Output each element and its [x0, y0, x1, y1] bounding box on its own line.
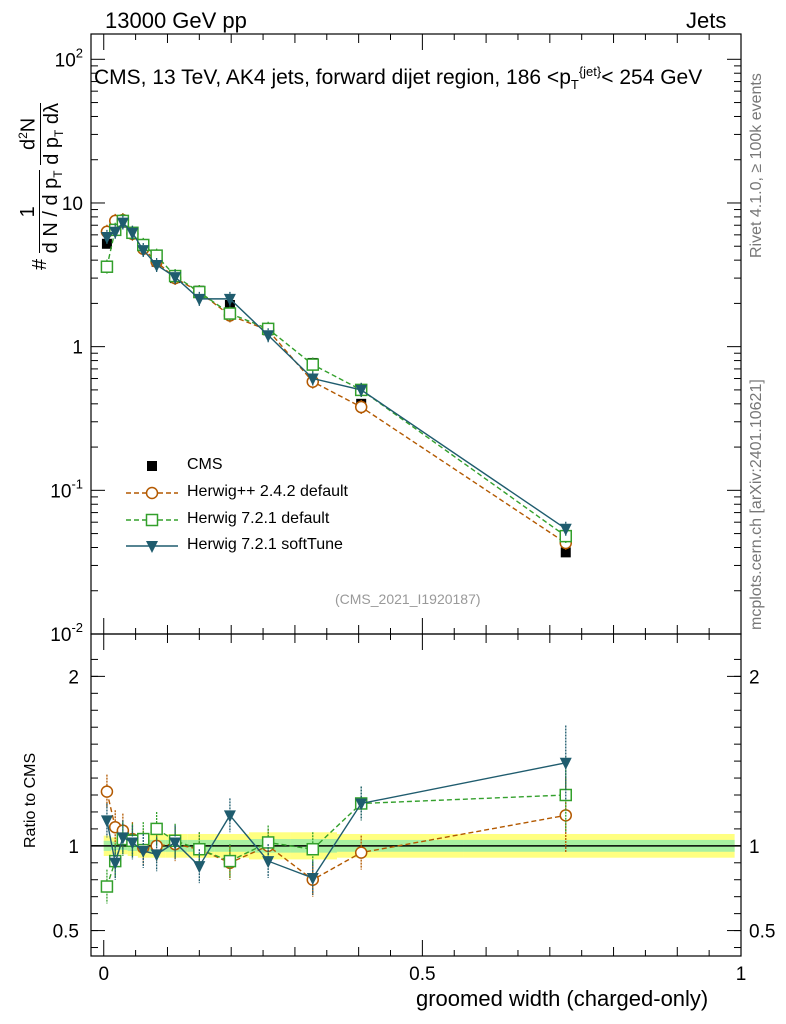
ratio-data-point	[559, 757, 572, 770]
legend-label-herwig721-default: Herwig 7.2.1 default	[187, 510, 330, 527]
legend-marker	[145, 513, 159, 527]
main-data-point	[262, 330, 275, 343]
main-y-tick-label: 10-2	[50, 620, 83, 646]
ratio-y-tick-label-right: 0.5	[749, 922, 775, 943]
ratio-data-point	[262, 856, 275, 869]
analysis-tag: (CMS_2021_I1920187)	[335, 591, 481, 607]
main-data-point	[100, 231, 113, 244]
ratio-data-point	[223, 810, 236, 823]
main-y-tick-label: 1	[72, 338, 83, 359]
ratio-y-tick-label: 2	[68, 667, 79, 688]
ratio-y-tick-label: 1	[68, 837, 79, 858]
main-data-point	[223, 307, 237, 320]
main-data-point	[169, 272, 182, 285]
main-y-tick-label: 10	[62, 194, 83, 215]
main-y-tick-label: 102	[55, 45, 83, 71]
ratio-data-point	[100, 815, 113, 828]
legend-label-herwig721-softtune: Herwig 7.2.1 softTune	[187, 536, 343, 553]
legend-marker	[146, 541, 158, 553]
main-data-point	[193, 293, 206, 306]
x-tick-label: 0	[98, 964, 109, 985]
main-data-point	[109, 226, 122, 239]
main-data-point	[116, 217, 129, 230]
ratio-data-point	[116, 832, 129, 845]
ratio-y-tick-label: 0.5	[53, 922, 79, 943]
ratio-data-point	[126, 837, 139, 850]
x-tick-label: 0.5	[409, 964, 435, 985]
main-data-point	[560, 547, 571, 558]
main-data-point	[223, 293, 236, 306]
ratio-data-point	[193, 861, 206, 874]
legend: CMS Herwig++ 2.4.2 default Herwig 7.2.1 …	[125, 456, 395, 564]
legend-marker	[147, 461, 157, 471]
main-y-tick-label: 10-1	[50, 476, 83, 502]
ratio-data-point	[137, 845, 150, 858]
ratio-data-point	[223, 854, 237, 868]
ratio-plot-frame	[90, 633, 742, 957]
ratio-data-point	[169, 837, 182, 850]
main-data-point	[355, 384, 368, 397]
main-data-point	[137, 245, 150, 258]
legend-label-herwigpp: Herwig++ 2.4.2 default	[187, 483, 348, 500]
plot-title-main: CMS, 13 TeV, AK4 jets, forward dijet reg…	[94, 66, 571, 89]
ratio-data-point	[261, 836, 275, 849]
ratio-data-point	[150, 822, 163, 836]
x-axis-title: groomed width (charged-only)	[416, 986, 709, 1011]
main-series-line	[106, 219, 567, 537]
main-data-point	[306, 358, 320, 371]
ratio-data-point	[150, 849, 163, 862]
ratio-y-tick-label-right: 1	[749, 837, 760, 858]
ratio-y-tick-label-right: 2	[749, 667, 760, 688]
main-data-point	[150, 260, 163, 273]
main-data-point	[100, 260, 114, 273]
plot-title: CMS, 13 TeV, AK4 jets, forward dijet reg…	[94, 64, 703, 93]
ratio-data-point	[109, 857, 122, 870]
ratio-data-point	[354, 846, 368, 859]
legend-label-cms: CMS	[187, 456, 223, 473]
x-tick-label: 1	[736, 964, 747, 985]
category-label: Jets	[686, 8, 727, 33]
main-series-line	[106, 221, 567, 530]
ratio-data-point	[100, 785, 114, 798]
main-plot-frame	[90, 33, 742, 635]
ratio-data-point	[306, 842, 320, 856]
main-series-line	[106, 219, 567, 544]
main-data-point	[559, 523, 572, 536]
ratio-data-point	[355, 798, 368, 811]
ratio-data-point	[306, 873, 319, 886]
legend-marker	[145, 486, 159, 500]
main-data-point	[126, 227, 139, 240]
main-data-point	[354, 400, 368, 414]
energy-label: 13000 GeV pp	[105, 8, 247, 33]
main-data-point	[306, 373, 319, 386]
ratio-data-point	[100, 880, 114, 893]
